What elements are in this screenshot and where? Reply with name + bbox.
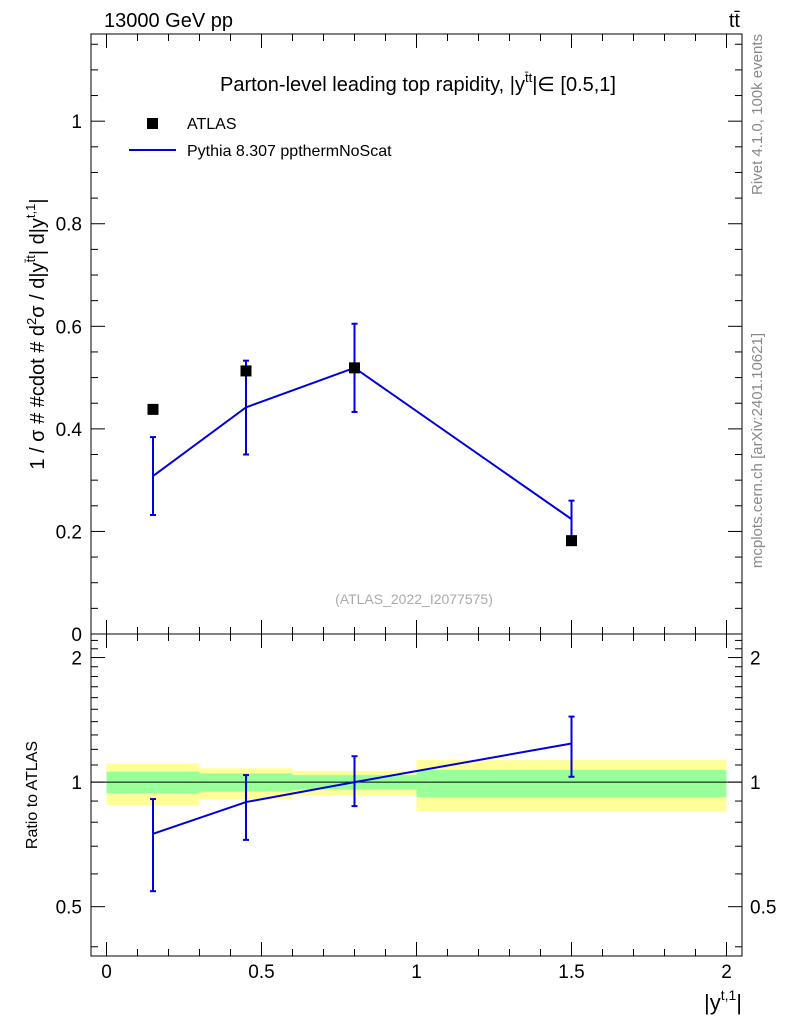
legend-label-atlas: ATLAS: [187, 116, 237, 133]
main-ylabel-part-c: σ / d|y: [27, 262, 49, 317]
rivet-version-text: Rivet 4.1.0, 100k events: [749, 34, 766, 195]
legend-marker-atlas: [147, 118, 158, 129]
plot-title: Parton-level leading top rapidity, |yt̄t…: [220, 70, 616, 96]
atlas-data-point: [349, 362, 360, 374]
atlas-data-point: [566, 535, 577, 547]
x-tick-label: 2: [721, 962, 732, 983]
source-text: mcplots.cern.ch [arXiv:2401.10621]: [749, 333, 766, 568]
x-tick-label: 1.5: [558, 962, 584, 983]
main-ylabel-part-d: t̄t: [23, 255, 38, 263]
ratio-ylabel: Ratio to ATLAS: [24, 741, 41, 849]
main-axes: 0 0.2 0.4 0.6 0.8 1: [56, 34, 742, 646]
ratio-ytick-label-left: 2: [71, 649, 82, 670]
ratio-panel: 0.5 0.5 1 1 2 2 0 0.5 1 1.5 2: [56, 633, 776, 983]
atlas-data-point: [240, 365, 252, 377]
plot-title-tail: |∈ [0.5,1]: [532, 74, 616, 96]
x-axis-label-sup: t,1: [721, 987, 737, 1003]
x-axis-label: |yt,1|: [704, 987, 742, 1015]
ratio-axes: 0.5 0.5 1 1 2 2 0 0.5 1 1.5 2: [56, 634, 776, 983]
energy-label: 13000 GeV pp: [104, 10, 233, 32]
legend: ATLAS Pythia 8.307 ppthermNoScat: [129, 116, 392, 160]
analysis-id: (ATLAS_2022_I2077575): [335, 591, 493, 607]
x-tick-label: 0: [101, 962, 112, 983]
ratio-series: [150, 715, 575, 893]
atlas-data-point: [147, 403, 159, 415]
mc-line: [152, 366, 573, 520]
plot-title-sup: t̄t: [525, 70, 533, 85]
main-ylabel-part-e: | d|y: [27, 218, 49, 255]
legend-label-mc: Pythia 8.307 ppthermNoScat: [187, 143, 392, 160]
x-axis-label-main: |y: [704, 990, 721, 1015]
main-series: [147, 322, 577, 547]
main-ytick-label: 1: [71, 112, 82, 133]
ratio-mc-line: [152, 742, 572, 835]
process-label: tt̄: [729, 10, 741, 32]
x-axis-label-tail: |: [736, 990, 742, 1015]
plot-title-main: Parton-level leading top rapidity, |y: [220, 74, 525, 96]
main-ylabel-part-f: t,1: [23, 204, 38, 218]
main-ytick-label: 0: [71, 625, 82, 646]
main-ytick-label: 0.6: [56, 317, 82, 338]
x-tick-label: 1: [411, 962, 422, 983]
ratio-bands: [106, 760, 727, 812]
main-plot-frame: [90, 33, 743, 635]
x-tick-label: 0.5: [248, 962, 274, 983]
ratio-ytick-label-left: 1: [71, 773, 82, 794]
main-ytick-label: 0.8: [56, 215, 82, 236]
main-ylabel-part-a: 1 / σ # #cdot # d: [27, 325, 49, 470]
ratio-ytick-label-right: 0.5: [750, 898, 776, 919]
main-ylabel-part-b: 2: [24, 318, 39, 325]
main-ytick-label: 0.2: [56, 522, 82, 543]
main-ytick-label: 0.4: [56, 420, 83, 441]
main-ylabel: 1 / σ # #cdot # d2σ / d|yt̄t| d|yt,1|: [23, 198, 49, 469]
main-ylabel-part-g: |: [27, 198, 49, 203]
ratio-ytick-label-left: 0.5: [56, 898, 82, 919]
main-panel: 0 0.2 0.4 0.6 0.8 1: [56, 33, 743, 646]
ratio-ytick-label-right: 2: [750, 649, 761, 670]
ratio-ytick-label-right: 1: [750, 773, 761, 794]
